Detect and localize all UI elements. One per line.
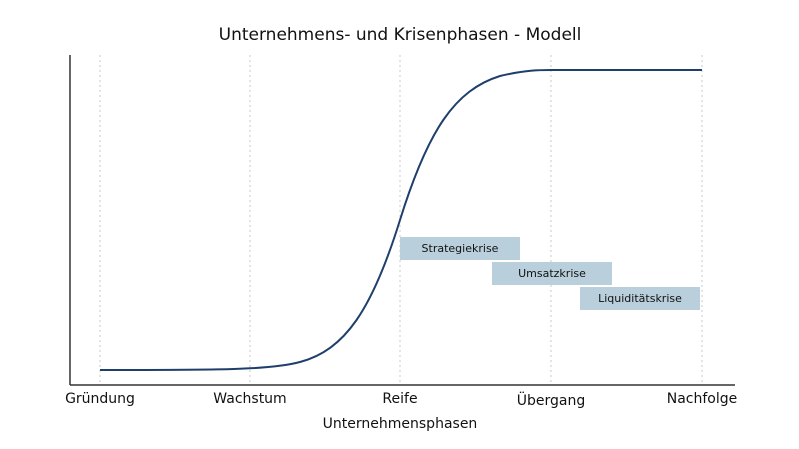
phase-label: Nachfolge [667,391,738,407]
phase-label: Reife [382,391,417,407]
crisis-label: Liquiditätskrise [598,292,682,305]
phase-label: Übergang [517,391,585,409]
crisis-box [580,287,700,310]
crisis-box [400,237,520,260]
s-curve [99,69,702,371]
crisis-label: Strategiekrise [422,242,499,255]
crisis-box [492,262,612,285]
crisis-label: Umsatzkrise [518,267,586,280]
phase-label: Wachstum [213,391,286,407]
phase-label: Gründung [65,391,135,407]
title: Unternehmens- und Krisenphasen - Modell [219,25,582,45]
x-axis-label: Unternehmensphasen [323,416,478,432]
